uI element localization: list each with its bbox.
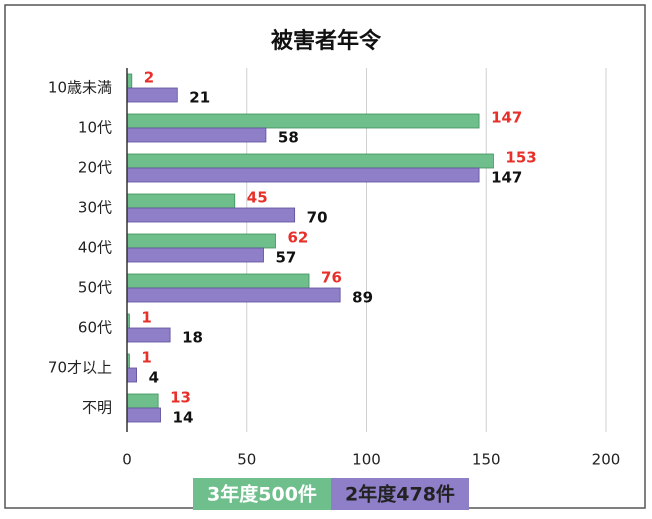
bar [126,407,161,423]
data-label: 89 [352,289,373,307]
x-tick-label: 200 [592,451,621,469]
x-tick-label: 150 [472,451,501,469]
y-tick-label: 不明 [82,399,112,417]
data-label: 13 [170,389,191,407]
x-tick-label: 100 [352,451,381,469]
bar [126,113,480,129]
data-label: 21 [189,89,210,107]
bar [126,153,494,169]
chart-frame [4,4,646,509]
y-tick-label: 50代 [78,279,112,297]
data-label: 2 [144,69,154,87]
data-label: 147 [491,169,522,187]
data-label: 147 [491,109,522,127]
legend-swatch [331,478,469,510]
x-tick-label: 50 [237,451,256,469]
bar [126,193,236,209]
bar [126,233,276,249]
y-tick-label: 70才以上 [48,359,112,377]
y-tick-label: 10歳未満 [48,79,112,97]
chart-title: 被害者年令 [271,28,382,54]
bar [126,87,178,103]
data-label: 153 [505,149,536,167]
bar [126,287,341,303]
bar [126,207,296,223]
data-label: 1 [141,309,151,327]
bar [126,167,480,183]
legend-swatch [193,478,331,510]
y-tick-label: 20代 [78,159,112,177]
data-label: 76 [321,269,342,287]
data-label: 18 [182,329,203,347]
bar [126,393,159,409]
bar [126,127,267,143]
data-label: 62 [287,229,308,247]
data-label: 70 [307,209,328,227]
y-tick-label: 60代 [78,319,112,337]
data-label: 57 [276,249,297,267]
x-tick-label: 0 [122,451,132,469]
y-tick-label: 10代 [78,119,112,137]
data-label: 1 [141,349,151,367]
y-tick-label: 40代 [78,239,112,257]
data-label: 45 [247,189,268,207]
bar [126,367,137,383]
legend-label: 3年度500件 [207,483,317,506]
data-label: 4 [149,369,159,387]
bar [126,247,264,263]
y-tick-label: 30代 [78,199,112,217]
bar [126,327,171,343]
legend-label: 2年度478件 [345,483,455,506]
data-label: 14 [173,409,194,427]
bar [126,273,310,289]
data-label: 58 [278,129,299,147]
